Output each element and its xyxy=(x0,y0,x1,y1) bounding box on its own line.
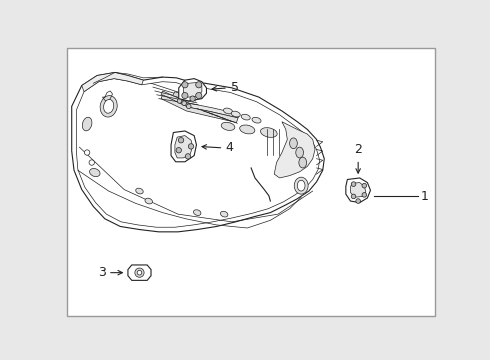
Ellipse shape xyxy=(240,125,255,134)
Circle shape xyxy=(351,182,356,186)
Circle shape xyxy=(186,104,191,109)
Circle shape xyxy=(362,183,367,188)
Ellipse shape xyxy=(90,168,100,177)
Circle shape xyxy=(176,148,181,153)
Circle shape xyxy=(190,96,196,101)
Ellipse shape xyxy=(145,198,152,204)
Polygon shape xyxy=(179,78,206,101)
Circle shape xyxy=(182,82,188,88)
Ellipse shape xyxy=(252,117,261,123)
Ellipse shape xyxy=(82,117,92,131)
Ellipse shape xyxy=(297,180,305,191)
Circle shape xyxy=(356,199,361,203)
Circle shape xyxy=(177,99,182,103)
Circle shape xyxy=(351,194,356,199)
Text: 1: 1 xyxy=(420,190,428,203)
Ellipse shape xyxy=(294,177,308,194)
Ellipse shape xyxy=(290,138,297,149)
Circle shape xyxy=(137,270,142,275)
Polygon shape xyxy=(72,72,324,232)
Circle shape xyxy=(362,193,367,197)
Ellipse shape xyxy=(223,108,233,114)
Polygon shape xyxy=(161,91,240,118)
Polygon shape xyxy=(183,82,202,97)
Text: 2: 2 xyxy=(354,143,362,156)
Polygon shape xyxy=(172,92,190,100)
Ellipse shape xyxy=(136,188,143,194)
Polygon shape xyxy=(350,183,366,197)
Circle shape xyxy=(188,144,194,149)
Circle shape xyxy=(185,154,191,159)
Circle shape xyxy=(89,160,95,165)
Circle shape xyxy=(182,93,188,99)
Circle shape xyxy=(178,138,184,143)
Ellipse shape xyxy=(261,128,277,138)
Circle shape xyxy=(84,150,90,155)
Ellipse shape xyxy=(231,111,240,117)
Polygon shape xyxy=(161,95,238,122)
Ellipse shape xyxy=(241,114,250,120)
Circle shape xyxy=(196,93,202,99)
Text: 3: 3 xyxy=(98,266,106,279)
Polygon shape xyxy=(274,122,315,178)
Ellipse shape xyxy=(194,210,201,215)
Polygon shape xyxy=(128,265,151,280)
Text: 4: 4 xyxy=(226,141,234,154)
Polygon shape xyxy=(175,136,193,158)
Ellipse shape xyxy=(296,147,303,158)
Polygon shape xyxy=(346,178,370,203)
Ellipse shape xyxy=(221,122,235,130)
Ellipse shape xyxy=(103,99,114,113)
Polygon shape xyxy=(171,131,196,162)
Text: 5: 5 xyxy=(231,81,239,94)
Circle shape xyxy=(196,82,202,88)
Ellipse shape xyxy=(100,96,117,117)
Ellipse shape xyxy=(299,157,307,168)
Ellipse shape xyxy=(220,211,228,217)
Circle shape xyxy=(182,101,187,105)
Circle shape xyxy=(135,268,144,277)
Polygon shape xyxy=(82,72,143,92)
